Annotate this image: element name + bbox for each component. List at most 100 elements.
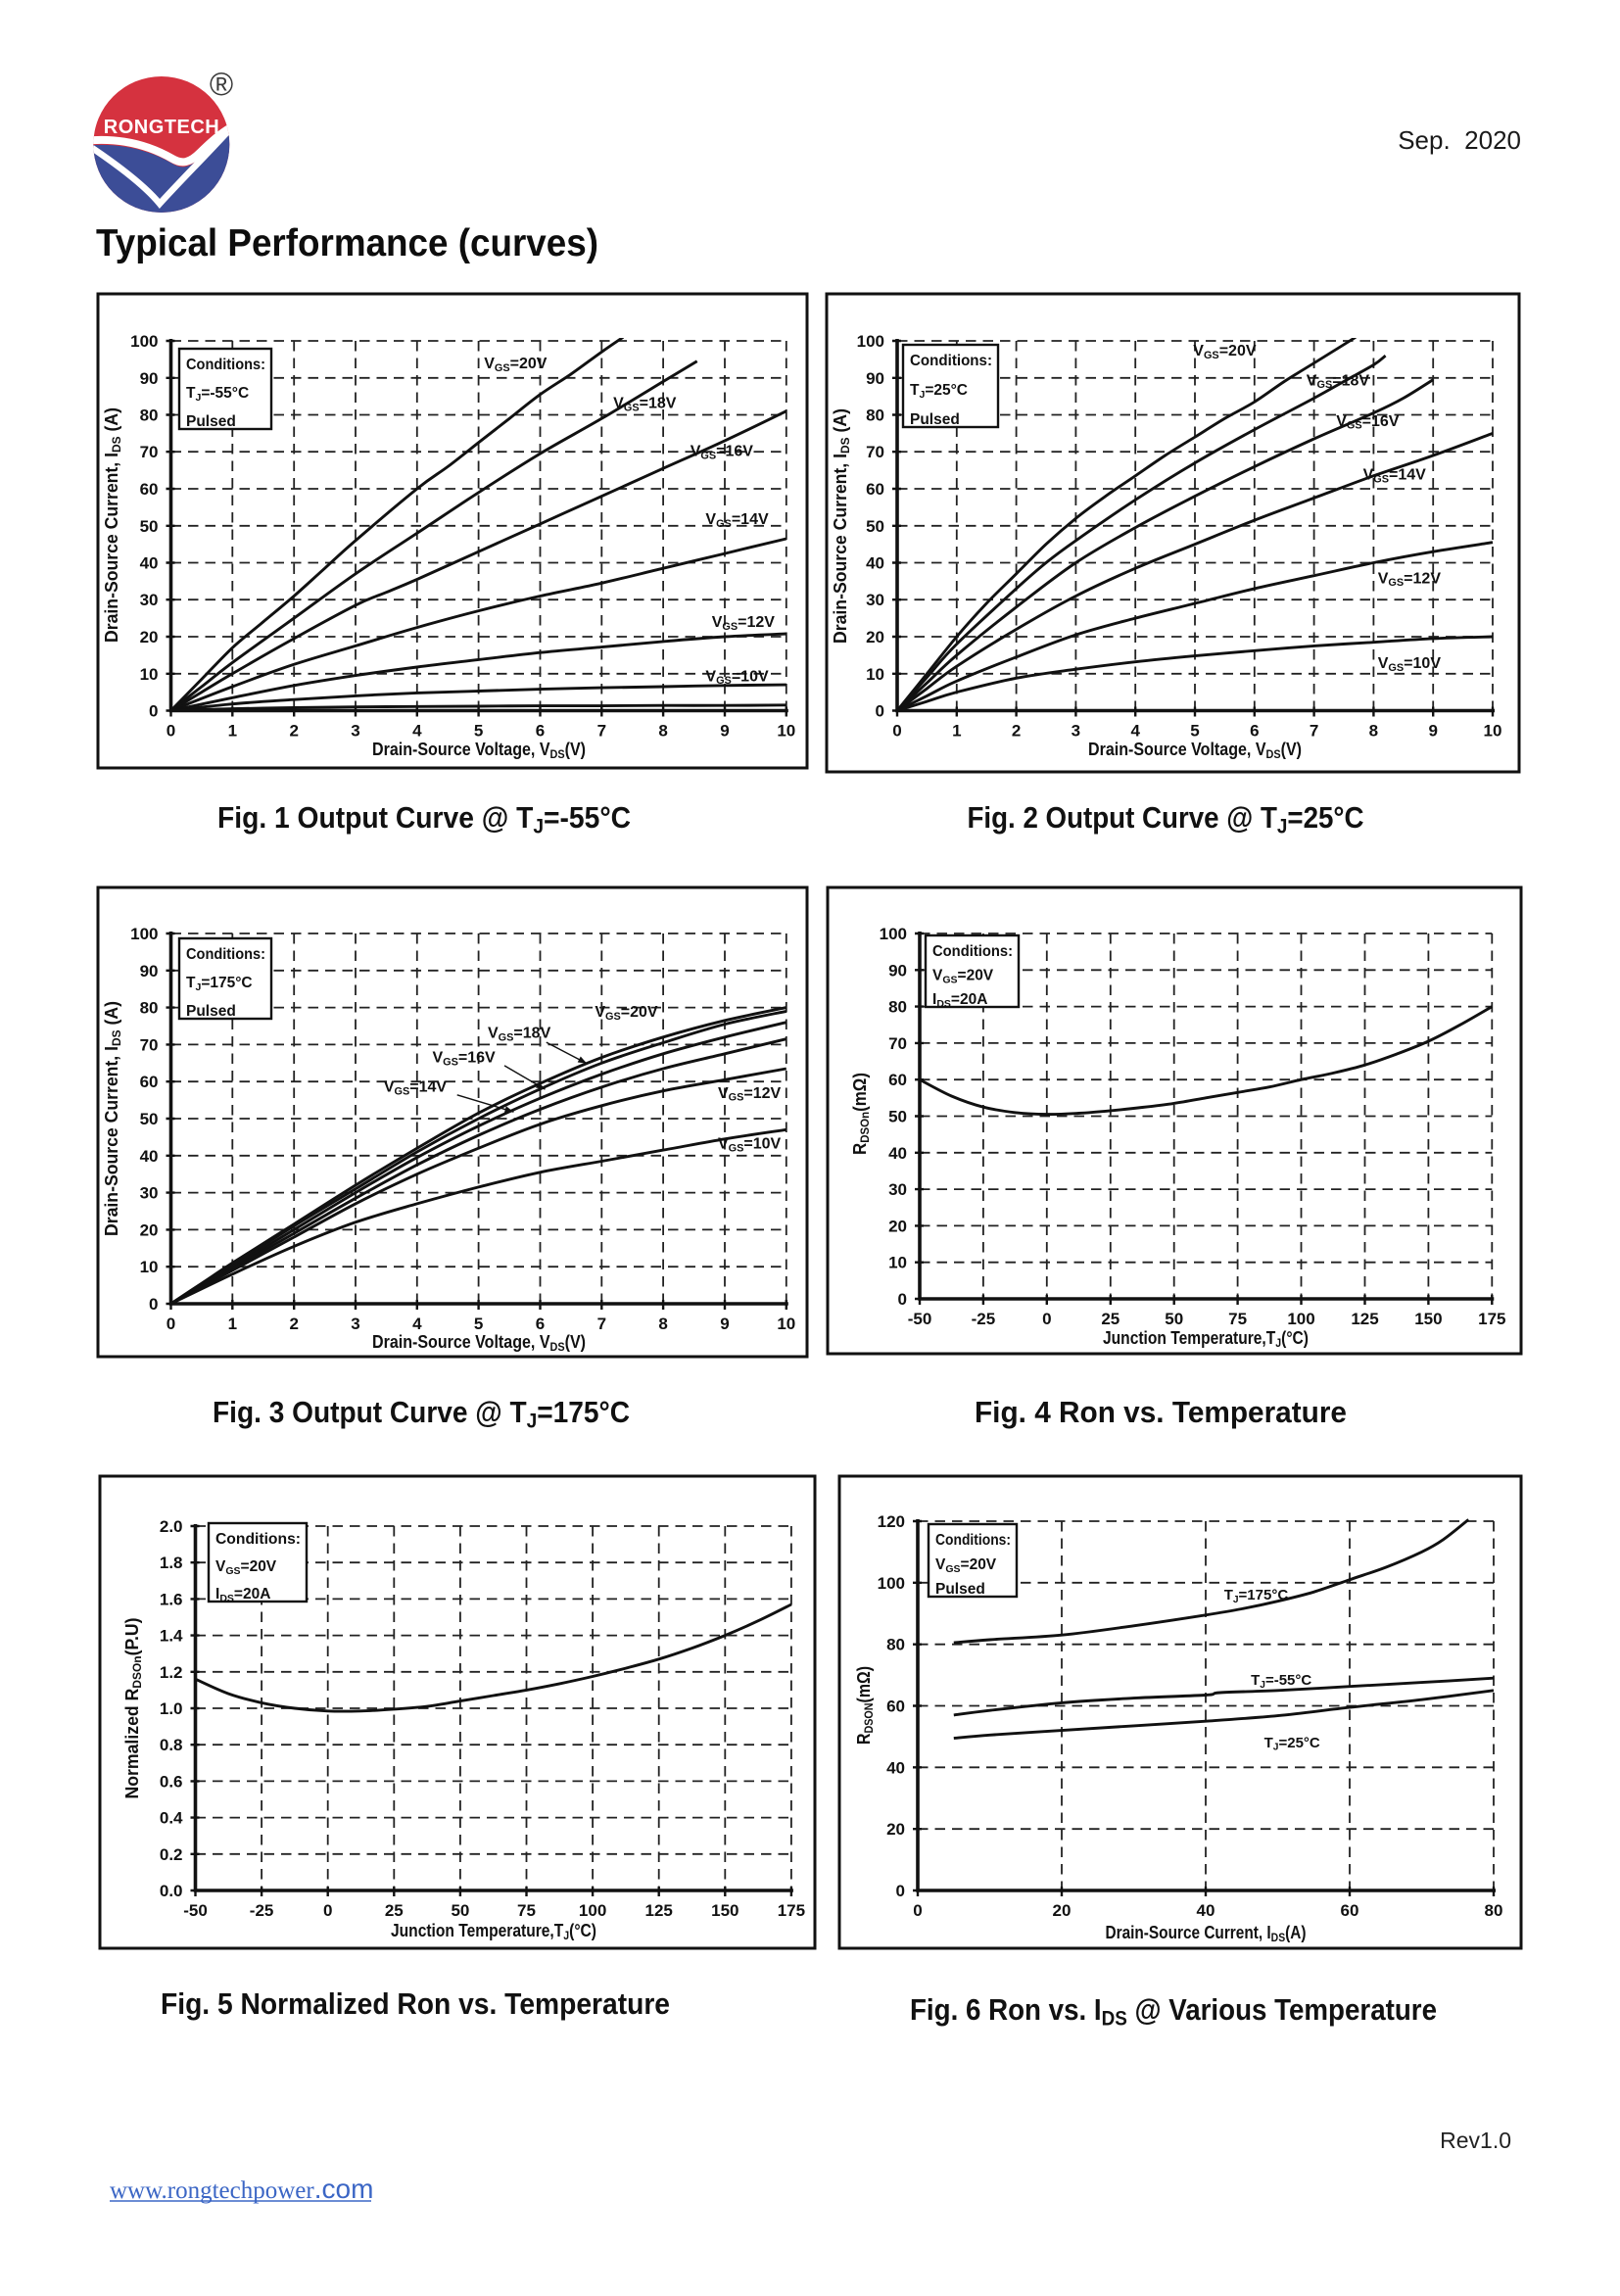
svg-text:10: 10 [1484, 722, 1502, 741]
svg-text:7: 7 [1310, 722, 1318, 741]
svg-text:0: 0 [896, 1882, 905, 1900]
svg-text:60: 60 [886, 1698, 905, 1716]
svg-text:60: 60 [866, 480, 884, 499]
svg-text:30: 30 [866, 591, 884, 609]
svg-text:70: 70 [866, 443, 884, 461]
svg-text:50: 50 [451, 1901, 469, 1920]
svg-text:Fig. 5 Normalized Ron vs. Temp: Fig. 5 Normalized Ron vs. Temperature [161, 1986, 670, 2021]
svg-text:Drain-Source Current, IDS​: Drain-Source Current, IDS​ (A) [831, 408, 852, 644]
svg-text:RDSOn​(mΩ): RDSOn​(mΩ) [850, 1073, 872, 1155]
svg-text:100: 100 [1287, 1310, 1314, 1328]
svg-text:8: 8 [658, 722, 667, 741]
svg-text:VGS​=20V: VGS​=20V [932, 968, 994, 986]
svg-text:60: 60 [140, 1073, 159, 1091]
svg-text:80: 80 [888, 998, 907, 1017]
svg-text:10: 10 [777, 722, 795, 741]
svg-text:75: 75 [517, 1901, 536, 1920]
svg-text:1.6: 1.6 [160, 1590, 183, 1608]
svg-text:VGS​=14V: VGS​=14V [384, 1078, 448, 1097]
svg-text:Conditions:: Conditions: [186, 357, 265, 373]
svg-text:Fig. 3 Output Curve @ TJ​=175°: Fig. 3 Output Curve @ TJ​=175°C [213, 1395, 630, 1433]
svg-text:VGS​=18V: VGS​=18V [488, 1026, 551, 1044]
svg-text:VGS​=10V: VGS​=10V [705, 668, 769, 687]
svg-text:5: 5 [1190, 722, 1199, 741]
svg-text:IDS​=20A: IDS​=20A [932, 991, 987, 1010]
svg-text:2: 2 [289, 1315, 298, 1333]
svg-text:VGS​=10V: VGS​=10V [1378, 655, 1442, 674]
svg-text:40: 40 [888, 1144, 907, 1163]
svg-text:VGS​=20V: VGS​=20V [935, 1556, 997, 1575]
svg-text:VGS​=20V: VGS​=20V [215, 1558, 277, 1577]
svg-text:10: 10 [888, 1254, 907, 1272]
svg-text:60: 60 [888, 1071, 907, 1089]
svg-text:VGS​=16V: VGS​=16V [1336, 413, 1400, 432]
svg-text:Conditions:: Conditions: [186, 946, 265, 963]
svg-text:IDS​=20A: IDS​=20A [215, 1586, 270, 1604]
svg-text:RONGTECH: RONGTECH [104, 117, 219, 138]
svg-text:Conditions:: Conditions: [935, 1532, 1011, 1549]
svg-text:VGS​=16V: VGS​=16V [691, 443, 754, 461]
svg-text:40: 40 [866, 554, 884, 573]
svg-text:0.0: 0.0 [160, 1882, 183, 1900]
svg-text:Pulsed: Pulsed [935, 1581, 985, 1598]
svg-text:Drain-Source Current, IDS​ (: Drain-Source Current, IDS​ (A) [102, 1001, 123, 1236]
svg-text:RDSON​(mΩ): RDSON​(mΩ) [854, 1666, 876, 1745]
svg-text:Conditions:: Conditions: [215, 1531, 301, 1548]
svg-text:2: 2 [1012, 722, 1021, 741]
svg-text:0.6: 0.6 [160, 1772, 183, 1791]
svg-text:0: 0 [898, 1290, 907, 1309]
svg-text:80: 80 [866, 407, 884, 425]
svg-text:70: 70 [140, 443, 159, 461]
svg-text:3: 3 [351, 1315, 359, 1333]
svg-text:1: 1 [952, 722, 961, 741]
svg-text:50: 50 [140, 1110, 159, 1128]
svg-text:Typical Performance (curves): Typical Performance (curves) [96, 222, 598, 264]
svg-text:VGS​=14V: VGS​=14V [1363, 467, 1427, 486]
svg-text:70: 70 [888, 1034, 907, 1053]
svg-text:100: 100 [130, 332, 158, 351]
svg-text:0: 0 [149, 1295, 158, 1314]
svg-text:75: 75 [1228, 1310, 1247, 1328]
svg-text:100: 100 [878, 1574, 905, 1593]
svg-text:Fig. 2 Output Curve @ TJ​=25°C: Fig. 2 Output Curve @ TJ​=25°C [968, 800, 1364, 838]
svg-text:Junction Temperature,TJ​(°C): Junction Temperature,TJ​(°C) [391, 1921, 596, 1942]
svg-text:125: 125 [645, 1901, 673, 1920]
svg-text:30: 30 [140, 1184, 159, 1203]
svg-text:1: 1 [228, 722, 237, 741]
svg-text:10: 10 [140, 1258, 159, 1276]
svg-text:0: 0 [1042, 1310, 1051, 1328]
svg-text:VGS​=20V: VGS​=20V [484, 356, 548, 374]
svg-text:1: 1 [228, 1315, 237, 1333]
svg-text:150: 150 [711, 1901, 739, 1920]
svg-text:8: 8 [658, 1315, 667, 1333]
svg-text:Drain-Source Voltage, VDS​(V): Drain-Source Voltage, VDS​(V) [372, 740, 586, 761]
svg-text:Normalized RDSOn​(P.U): Normalized RDSOn​(P.U) [122, 1618, 144, 1799]
svg-text:9: 9 [720, 722, 729, 741]
svg-text:Conditions:: Conditions: [910, 353, 992, 369]
svg-text:6: 6 [536, 722, 545, 741]
svg-text:TJ​=25°C: TJ​=25°C [910, 382, 968, 401]
svg-text:0: 0 [167, 722, 175, 741]
svg-text:2.0: 2.0 [160, 1517, 183, 1536]
svg-text:0.2: 0.2 [160, 1845, 183, 1864]
svg-text:3: 3 [351, 722, 359, 741]
svg-text:100: 100 [857, 332, 884, 351]
svg-text:60: 60 [1341, 1901, 1359, 1920]
svg-text:Fig. 1 Output Curve @ TJ​=-55°: Fig. 1 Output Curve @ TJ​=-55°C [217, 800, 631, 838]
svg-text:VGS​=20V: VGS​=20V [595, 1004, 658, 1023]
svg-text:20: 20 [888, 1217, 907, 1235]
svg-text:40: 40 [140, 554, 159, 573]
svg-text:1.0: 1.0 [160, 1699, 183, 1718]
svg-text:10: 10 [866, 665, 884, 684]
svg-text:Pulsed: Pulsed [186, 1003, 236, 1020]
svg-text:6: 6 [1250, 722, 1259, 741]
svg-text:50: 50 [1165, 1310, 1183, 1328]
svg-text:100: 100 [880, 925, 907, 943]
svg-text:VGS​=12V: VGS​=12V [712, 614, 776, 633]
svg-text:80: 80 [140, 407, 159, 425]
svg-text:4: 4 [1130, 722, 1140, 741]
svg-text:Drain-Source Voltage, VDS​(V): Drain-Source Voltage, VDS​(V) [1088, 740, 1302, 761]
svg-text:0: 0 [876, 702, 884, 721]
svg-text:www.rongtechpower.com: www.rongtechpower.com [110, 2174, 373, 2204]
svg-text:5: 5 [474, 722, 483, 741]
